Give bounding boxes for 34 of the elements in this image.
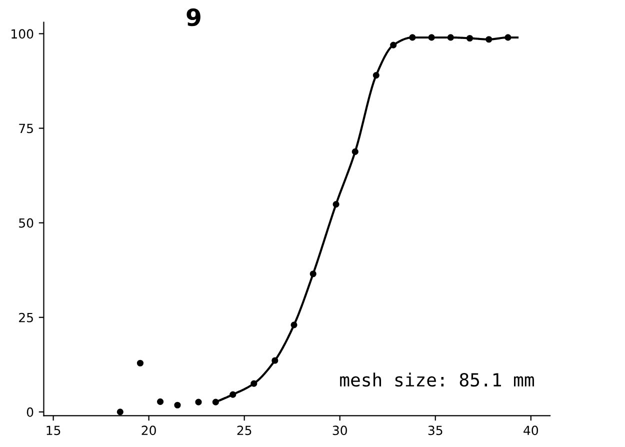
point [212,398,219,406]
point [352,148,358,155]
point [195,398,202,406]
point [156,398,164,406]
point [310,270,316,278]
chart-title: 9 [186,8,200,26]
point [409,34,416,41]
point [466,34,474,42]
y-tick-label: 75 [19,124,33,134]
x-tick-label: 35 [428,426,442,436]
point [332,200,340,208]
x-tick-label: 25 [237,426,252,436]
annotation: mesh size: 85.1 mm [340,372,534,387]
point [116,408,124,416]
y-tick-label: 100 [12,29,34,39]
point [447,34,454,41]
x-tick-label: 20 [142,426,156,436]
point [390,42,397,48]
y-tick-label: 50 [19,218,34,228]
point [504,34,512,41]
x-tick-label: 40 [524,426,538,436]
point [272,357,278,364]
y-tick-label: 0 [26,407,34,417]
point [136,360,144,366]
point [486,36,492,43]
y-tick-label: 25 [19,312,33,322]
point [230,391,236,398]
point [428,34,435,41]
x-tick-label: 30 [332,426,347,436]
x-tick-label: 15 [46,426,60,436]
point [250,380,258,387]
point [290,322,298,328]
point [372,72,380,79]
point [174,402,181,408]
